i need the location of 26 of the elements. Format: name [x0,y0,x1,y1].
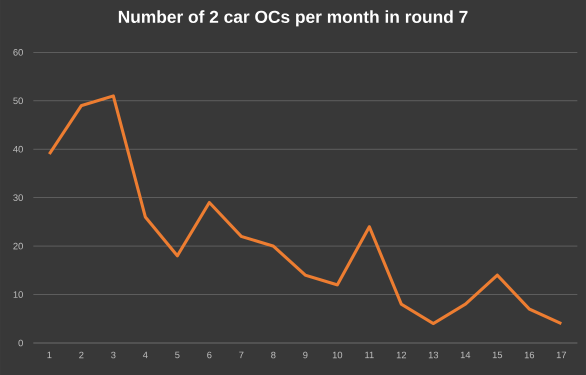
y-tick-label: 40 [13,146,23,153]
x-tick-label: 16 [524,352,534,358]
x-tick-label: 7 [239,352,244,358]
x-tick-label: 9 [303,352,308,358]
y-tick-label: 0 [18,340,23,346]
x-tick-label: 3 [111,352,116,358]
line-series [48,94,563,326]
x-tick-label: 4 [142,352,148,358]
y-tick-label: 30 [13,194,23,201]
x-tick-label: 11 [365,352,374,358]
x-tick-label: 14 [460,352,470,358]
x-tick-label: 10 [332,352,342,358]
y-tick-label: 60 [13,49,23,56]
y-tick-label: 50 [13,97,23,104]
chart-title: Number of 2 car OCs per month in round 7 [118,10,468,26]
x-tick-label: 5 [175,352,180,358]
x-tick-label: 15 [492,352,502,358]
x-tick-label: 2 [79,352,84,358]
x-tick-label: 8 [271,352,276,358]
x-tick-label: 1 [47,352,52,358]
x-tick-label: 6 [207,352,212,358]
x-tick-label: 13 [428,352,438,358]
x-tick-label: 12 [396,352,406,358]
y-tick-label: 20 [13,242,23,250]
x-tick-label: 17 [556,352,566,358]
y-tick-label: 10 [14,291,23,298]
